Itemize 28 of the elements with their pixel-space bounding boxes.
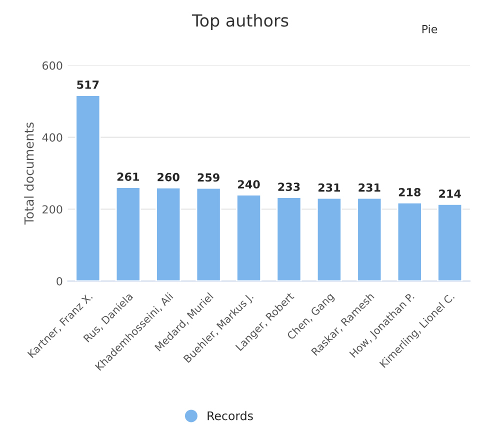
data-label: 231 — [358, 183, 380, 192]
text: Pie — [422, 24, 438, 34]
bar — [75, 94, 101, 282]
data-label: 231 — [318, 183, 340, 192]
y-axis-title: Total documents — [24, 122, 34, 225]
data-label: 261 — [117, 172, 139, 181]
data-label: 260 — [158, 172, 180, 182]
data-label: 517 — [77, 80, 99, 89]
data-label: 259 — [198, 173, 220, 182]
bar — [316, 197, 342, 282]
bar — [196, 187, 222, 282]
bar — [437, 203, 463, 282]
legend-label: Records — [208, 411, 253, 420]
bar — [115, 186, 141, 282]
y-tick-label: 400 — [42, 133, 62, 142]
data-label: 218 — [398, 188, 421, 196]
bar — [156, 186, 182, 282]
chart-title: Top authors — [192, 14, 288, 30]
y-tick-label: 200 — [42, 205, 62, 214]
data-label: 214 — [439, 189, 461, 198]
data-label: 233 — [278, 182, 300, 192]
data-label: 240 — [238, 180, 260, 189]
y-tick-label: 600 — [42, 61, 62, 70]
y-tick-label: 0 — [56, 277, 62, 286]
bar — [236, 194, 262, 282]
bar — [396, 202, 422, 282]
bar — [276, 196, 302, 282]
bar — [356, 197, 382, 282]
